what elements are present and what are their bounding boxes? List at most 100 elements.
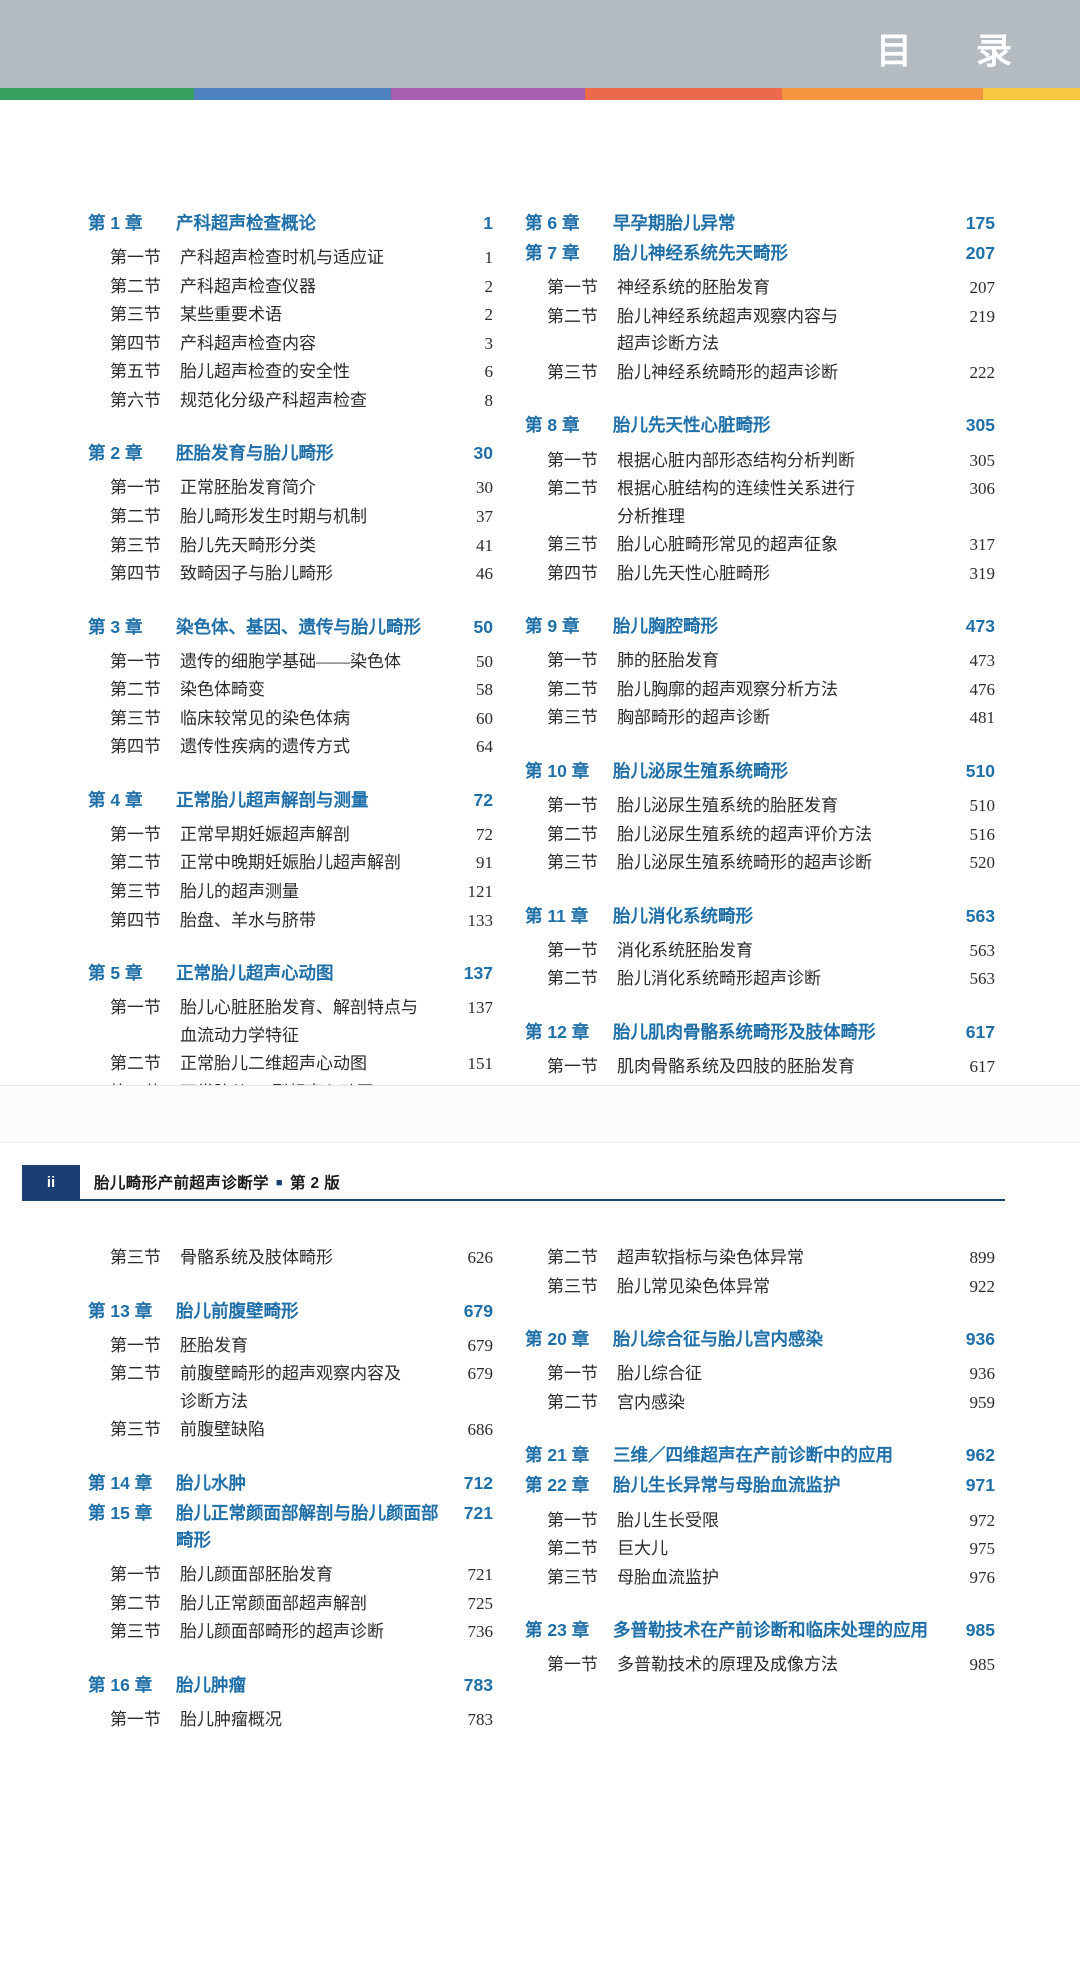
- toc-section-row[interactable]: 第四节 胎盘、羊水与脐带 133: [88, 907, 493, 935]
- toc-section-row[interactable]: 第一节 遗传的细胞学基础——染色体 50: [88, 648, 493, 676]
- toc-chapter-row[interactable]: 第 3 章 染色体、基因、遗传与胎儿畸形 50: [88, 614, 493, 641]
- toc-section-row[interactable]: 第二节 超声软指标与染色体异常 899: [525, 1244, 995, 1272]
- toc-section-row[interactable]: 第二节 胎儿泌尿生殖系统的超声评价方法 516: [525, 821, 995, 849]
- toc-section-row[interactable]: 第一节 胎儿肿瘤概况 783: [88, 1706, 493, 1734]
- toc-section-row[interactable]: 第五节 胎儿超声检查的安全性 6: [88, 358, 493, 386]
- toc-section-row[interactable]: 第三节正常胎儿 M 型超声心动图163: [88, 1079, 493, 1085]
- chapter-title: 早孕期胎儿异常: [613, 213, 736, 233]
- page-number: 712: [463, 1472, 493, 1493]
- toc-chapter-row[interactable]: 第 6 章 早孕期胎儿异常 175: [525, 210, 995, 237]
- toc-section-row[interactable]: 第三节 胎儿常见染色体异常 922: [525, 1273, 995, 1301]
- toc-section-row[interactable]: 第三节 骨骼系统及肢体畸形 626: [88, 1244, 493, 1272]
- toc-chapter-row[interactable]: 第 15 章 胎儿正常颜面部解剖与胎儿颜面部畸形 721: [88, 1500, 493, 1554]
- toc-section-row[interactable]: 第四节 胎儿先天性心脏畸形 319: [525, 560, 995, 588]
- toc-section-row[interactable]: 第一节 胎儿综合征 936: [525, 1360, 995, 1388]
- toc-section-row[interactable]: 第一节 根据心脏内部形态结构分析判断 305: [525, 447, 995, 475]
- toc-section-row[interactable]: 第三节 临床较常见的染色体病 60: [88, 705, 493, 733]
- toc-chapter-row[interactable]: 第 4 章 正常胎儿超声解剖与测量 72: [88, 787, 493, 814]
- toc-section-row[interactable]: 第一节 正常早期妊娠超声解剖 72: [88, 821, 493, 849]
- section-number: 第四节: [110, 910, 161, 930]
- page-number: 520: [969, 853, 996, 873]
- toc-section-row[interactable]: 第三节 胎儿泌尿生殖系统畸形的超声诊断 520: [525, 849, 995, 877]
- section-title: 胎儿泌尿生殖系统的胎胚发育: [617, 796, 838, 815]
- page-number: 563: [969, 940, 996, 960]
- toc-section-row[interactable]: 第二节 胎儿神经系统超声观察内容与 超声诊断方法 219: [525, 303, 995, 358]
- toc-chapter-row[interactable]: 第 1 章 产科超声检查概论 1: [88, 210, 493, 237]
- toc-chapter-row[interactable]: 第 2 章 胚胎发育与胎儿畸形 30: [88, 440, 493, 467]
- toc-section-row[interactable]: 第一节 神经系统的胚胎发育 207: [525, 274, 995, 302]
- section-title: 遗传的细胞学基础——染色体: [180, 651, 401, 671]
- toc-chapter-row[interactable]: 第 10 章 胎儿泌尿生殖系统畸形 510: [525, 758, 995, 785]
- toc-chapter-row[interactable]: 第 8 章 胎儿先天性心脏畸形 305: [525, 412, 995, 439]
- toc-section-row[interactable]: 第二节 正常胎儿二维超声心动图 151: [88, 1050, 493, 1078]
- toc-section-row[interactable]: 第三节 前腹壁缺陷 686: [88, 1416, 493, 1444]
- toc-section-row[interactable]: 第二节 巨大儿 975: [525, 1535, 995, 1563]
- page-number: 626: [467, 1248, 494, 1267]
- toc-section-row[interactable]: 第一节 正常胚胎发育简介 30: [88, 474, 493, 502]
- toc-chapter-row[interactable]: 第 9 章 胎儿胸腔畸形 473: [525, 613, 995, 640]
- toc-section-row[interactable]: 第二节 胎儿正常颜面部超声解剖 725: [88, 1590, 493, 1618]
- toc-section-row[interactable]: 第一节 胎儿泌尿生殖系统的胎胚发育 510: [525, 792, 995, 820]
- toc-section-row[interactable]: 第二节胎儿骨骼系统的超声评价与胎儿肢体超声检查方法619: [525, 1081, 995, 1085]
- toc-section-row[interactable]: 第一节 胚胎发育 679: [88, 1332, 493, 1360]
- toc-section-row[interactable]: 第六节 规范化分级产科超声检查 8: [88, 387, 493, 415]
- toc-section-row[interactable]: 第二节 胎儿胸廓的超声观察分析方法 476: [525, 676, 995, 704]
- section-number: 第四节: [110, 333, 161, 353]
- section-number: 第三节: [110, 535, 161, 555]
- toc-section-row[interactable]: 第三节 胎儿心脏畸形常见的超声征象 317: [525, 531, 995, 559]
- toc-section-row[interactable]: 第一节 胎儿生长受限 972: [525, 1507, 995, 1535]
- section-number: 第一节: [110, 651, 161, 671]
- toc-section-row[interactable]: 第三节 母胎血流监护 976: [525, 1564, 995, 1592]
- toc-section-row[interactable]: 第二节 染色体畸变 58: [88, 676, 493, 704]
- toc-section-row[interactable]: 第二节 根据心脏结构的连续性关系进行 分析推理 306: [525, 475, 995, 530]
- toc-section-row[interactable]: 第二节 前腹壁畸形的超声观察内容及 诊断方法 679: [88, 1360, 493, 1415]
- toc-section-row[interactable]: 第二节 胎儿消化系统畸形超声诊断 563: [525, 965, 995, 993]
- toc-chapter-row[interactable]: 第 7 章 胎儿神经系统先天畸形 207: [525, 240, 995, 267]
- toc-chapter-row[interactable]: 第 12 章 胎儿肌肉骨骼系统畸形及肢体畸形 617: [525, 1019, 995, 1046]
- section-title: 正常中晚期妊娠胎儿超声解剖: [180, 853, 401, 873]
- page-number: 936: [969, 1364, 996, 1384]
- toc-section-row[interactable]: 第四节 遗传性疾病的遗传方式 64: [88, 733, 493, 761]
- toc-section-row[interactable]: 第四节 产科超声检查内容 3: [88, 330, 493, 358]
- toc-section-row[interactable]: 第四节 致畸因子与胎儿畸形 46: [88, 560, 493, 588]
- toc-section-row[interactable]: 第一节 消化系统胚胎发育 563: [525, 937, 995, 965]
- section-title: 母胎血流监护: [617, 1567, 719, 1587]
- section-title: 神经系统的胚胎发育: [617, 278, 770, 298]
- toc-chapter-row[interactable]: 第 14 章 胎儿水肿 712: [88, 1470, 493, 1497]
- chapter-number: 第 13 章: [88, 1300, 153, 1321]
- toc-chapter-row[interactable]: 第 5 章 正常胎儿超声心动图 137: [88, 960, 493, 987]
- toc-section-row[interactable]: 第一节 产科超声检查时机与适应证 1: [88, 244, 493, 272]
- toc-section-row[interactable]: 第一节 胎儿心脏胚胎发育、解剖特点与 血流动力学特征 137: [88, 994, 493, 1049]
- page-number: 137: [463, 963, 493, 984]
- toc-chapter-row[interactable]: 第 22 章 胎儿生长异常与母胎血流监护 971: [525, 1472, 995, 1499]
- toc-page-2: ii 胎儿畸形产前超声诊断学 ■ 第 2 版 第三节 骨骼系统及肢体畸形 626 第 …: [0, 1143, 1080, 1979]
- toc-section-row[interactable]: 第三节 胎儿颜面部畸形的超声诊断 736: [88, 1618, 493, 1646]
- toc-chapter-row[interactable]: 第 16 章 胎儿肿瘤 783: [88, 1672, 493, 1699]
- toc-chapter-row[interactable]: 第 11 章 胎儿消化系统畸形 563: [525, 903, 995, 930]
- section-title: 前腹壁缺陷: [180, 1420, 265, 1440]
- toc-section-row[interactable]: 第三节 胎儿神经系统畸形的超声诊断 222: [525, 359, 995, 387]
- toc-section-row[interactable]: 第三节 胎儿的超声测量 121: [88, 878, 493, 906]
- toc-section-row[interactable]: 第三节 某些重要术语 2: [88, 301, 493, 329]
- toc-chapter-row[interactable]: 第 23 章 多普勒技术在产前诊断和临床处理的应用 985: [525, 1617, 995, 1644]
- toc-chapter-row[interactable]: 第 21 章 三维／四维超声在产前诊断中的应用 962: [525, 1442, 995, 1469]
- section-number: 第一节: [110, 1335, 161, 1355]
- section-number: 第一节: [110, 1565, 161, 1585]
- toc-section-row[interactable]: 第二节 产科超声检查仪器 2: [88, 273, 493, 301]
- section-number: 第二节: [547, 1392, 598, 1412]
- toc-chapter-row[interactable]: 第 20 章 胎儿综合征与胎儿宫内感染 936: [525, 1326, 995, 1353]
- toc-section-row[interactable]: 第三节 胎儿先天畸形分类 41: [88, 532, 493, 560]
- toc-section-row[interactable]: 第一节 肌肉骨骼系统及四肢的胚胎发育 617: [525, 1053, 995, 1081]
- toc-section-row[interactable]: 第三节 胸部畸形的超声诊断 481: [525, 704, 995, 732]
- toc-section-row[interactable]: 第二节 正常中晚期妊娠胎儿超声解剖 91: [88, 849, 493, 877]
- toc-section-row[interactable]: 第二节 宫内感染 959: [525, 1389, 995, 1417]
- section-number: 第一节: [547, 1364, 598, 1384]
- toc-section-row[interactable]: 第二节 胎儿畸形发生时期与机制 37: [88, 503, 493, 531]
- book-title-text: 胎儿畸形产前超声诊断学: [94, 1175, 269, 1192]
- toc-section-row[interactable]: 第一节 多普勒技术的原理及成像方法 985: [525, 1651, 995, 1679]
- toc-section-row[interactable]: 第一节 胎儿颜面部胚胎发育 721: [88, 1561, 493, 1589]
- section-number: 第三节: [110, 882, 161, 901]
- toc-section-row[interactable]: 第一节 肺的胚胎发育 473: [525, 647, 995, 675]
- page-number: 317: [969, 535, 996, 555]
- toc-chapter-row[interactable]: 第 13 章 胎儿前腹壁畸形 679: [88, 1298, 493, 1325]
